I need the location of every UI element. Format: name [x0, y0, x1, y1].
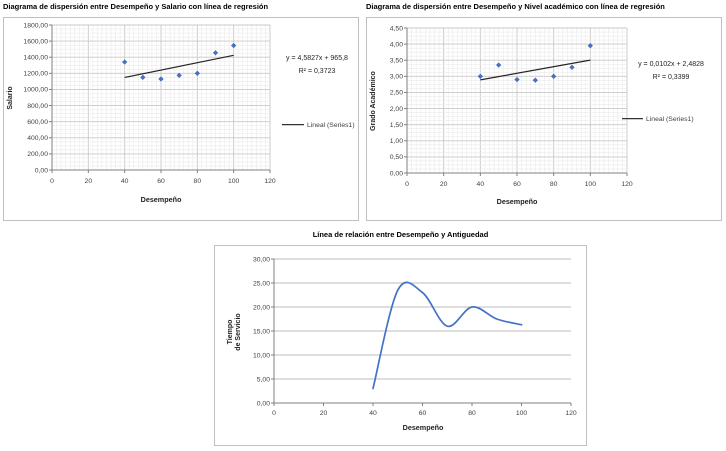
- y-axis-title: Salario: [7, 86, 14, 109]
- y-tick-label: 1,50: [390, 122, 403, 129]
- x-axis-title: Desempeño: [497, 197, 538, 206]
- y-tick-label: 600,00: [27, 119, 48, 126]
- series-line: [372, 281, 523, 390]
- chart-title-salario: Diagrama de dispersión entre Desempeño y…: [3, 2, 269, 11]
- y-axis-title-line1: Tiempo: [227, 320, 234, 345]
- data-point-marker: [176, 72, 182, 79]
- y-tick-label: 3,00: [390, 74, 403, 81]
- x-tick-label: 0: [405, 181, 409, 188]
- y-tick-label: 1800,00: [23, 22, 48, 29]
- x-tick-label: 40: [369, 410, 377, 417]
- data-point-marker: [121, 59, 128, 65]
- r-squared-label: R² = 0,3723: [299, 68, 336, 75]
- y-tick-label: 1600,00: [23, 38, 48, 45]
- chart-desempeno-salario: Diagrama de dispersión entre Desempeño y…: [3, 2, 359, 221]
- x-tick-label: 120: [621, 181, 633, 188]
- y-tick-label: 1200,00: [23, 71, 48, 78]
- trendline: [480, 59, 591, 81]
- x-tick-label: 80: [550, 181, 558, 188]
- y-axis-title-line2: de Servicio: [235, 313, 242, 350]
- chart-title-antiguedad: Línea de relación entre Desempeño y Anti…: [312, 230, 489, 239]
- x-tick-label: 100: [516, 410, 528, 417]
- y-tick-label: 25,00: [253, 280, 270, 287]
- y-tick-label: 3,50: [390, 58, 403, 65]
- chart-frame-antiguedad: 0,00 5,00 10,00 15,00 20,00 25,00 30,00 0 20 40 60…: [214, 245, 587, 446]
- trendline: [124, 54, 234, 79]
- y-tick-label: 0,00: [390, 170, 403, 177]
- data-point-marker: [569, 64, 575, 70]
- x-tick-label: 80: [194, 178, 202, 185]
- equation-label: y = 0,0102x + 2,4828: [638, 61, 704, 68]
- x-tick-label: 20: [440, 181, 448, 188]
- y-tick-label: 800,00: [27, 103, 48, 110]
- data-point-marker: [477, 73, 484, 80]
- data-point-marker: [230, 42, 237, 49]
- chart-plot-salario: 0,00 200,00 400,00 600,00 800,00 1000,00 1200,…: [7, 22, 355, 204]
- data-point-marker: [140, 74, 146, 81]
- y-tick-label: 15,00: [253, 328, 270, 335]
- x-tick-label: 0: [272, 410, 276, 417]
- y-tick-label: 1400,00: [23, 55, 48, 62]
- x-tick-label: 60: [513, 181, 521, 188]
- y-tick-label: 5,00: [257, 376, 270, 383]
- y-tick-label: 20,00: [253, 304, 270, 311]
- equation-label: y = 4,5827x + 965,8: [286, 55, 348, 62]
- x-tick-label: 20: [320, 410, 328, 417]
- x-tick-label: 100: [228, 178, 240, 185]
- chart-title-nivel-academico: Diagrama de dispersión entre Desempeño y…: [366, 2, 665, 11]
- y-tick-label: 10,00: [253, 352, 270, 359]
- x-tick-label: 60: [157, 178, 165, 185]
- y-tick-label: 0,50: [390, 154, 403, 161]
- y-tick-label: 0,00: [35, 167, 48, 174]
- x-tick-label: 20: [85, 178, 93, 185]
- x-axis-title: Desempeño: [403, 423, 444, 432]
- x-tick-label: 120: [264, 178, 276, 185]
- chart-desempeno-antiguedad: Línea de relación entre Desempeño y Anti…: [214, 230, 587, 446]
- y-tick-label: 4,00: [390, 41, 403, 48]
- legend-label: Lineal (Series1): [307, 122, 355, 129]
- x-tick-label: 40: [477, 181, 485, 188]
- data-point-marker: [587, 43, 594, 49]
- y-tick-label: 2,00: [390, 106, 403, 113]
- data-point-marker: [158, 76, 164, 82]
- data-point-marker: [495, 62, 502, 68]
- y-axis-title: Grado Académico: [370, 71, 377, 131]
- x-tick-label: 100: [585, 181, 597, 188]
- data-point-marker: [532, 77, 539, 83]
- chart-plot-antiguedad: 0,00 5,00 10,00 15,00 20,00 25,00 30,00 0 20 40 60…: [227, 256, 577, 432]
- chart-plot-nivel-academico: 0,00 0,50 1,00 1,50 2,00 2,50 3,00 3,50 4,00 4,50…: [370, 25, 704, 206]
- y-tick-label: 1,00: [390, 138, 403, 145]
- y-tick-label: 1000,00: [23, 87, 48, 94]
- chart-frame-salario: 0,00 200,00 400,00 600,00 800,00 1000,00 1200,…: [3, 17, 359, 221]
- y-tick-label: 4,50: [390, 25, 403, 32]
- x-tick-label: 60: [419, 410, 427, 417]
- y-tick-label: 2,50: [390, 90, 403, 97]
- x-axis-title: Desempeño: [141, 195, 182, 204]
- chart-desempeno-nivel-academico: Diagrama de dispersión entre Desempeño y…: [366, 2, 722, 221]
- y-tick-label: 30,00: [253, 256, 270, 263]
- r-squared-label: R² = 0,3399: [653, 74, 690, 81]
- legend-label: Lineal (Series1): [646, 116, 694, 123]
- x-tick-label: 80: [468, 410, 476, 417]
- x-tick-label: 120: [565, 410, 577, 417]
- data-point-marker: [212, 50, 219, 56]
- y-tick-label: 200,00: [27, 151, 48, 158]
- data-point-marker: [194, 70, 201, 77]
- y-tick-label: 400,00: [27, 135, 48, 142]
- x-tick-label: 40: [121, 178, 129, 185]
- data-point-marker: [550, 73, 557, 80]
- data-point-marker: [514, 76, 520, 83]
- chart-frame-nivel-academico: 0,00 0,50 1,00 1,50 2,00 2,50 3,00 3,50 4,00 4,50…: [366, 17, 722, 221]
- x-tick-label: 0: [50, 178, 54, 185]
- y-tick-label: 0,00: [257, 400, 270, 407]
